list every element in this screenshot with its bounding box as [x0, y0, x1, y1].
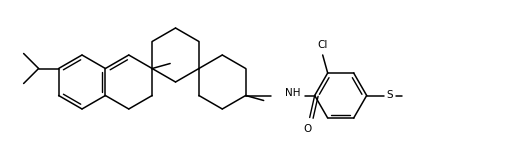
Text: S: S — [387, 91, 393, 101]
Text: O: O — [304, 124, 312, 134]
Text: NH: NH — [285, 89, 300, 99]
Text: Cl: Cl — [318, 40, 328, 50]
